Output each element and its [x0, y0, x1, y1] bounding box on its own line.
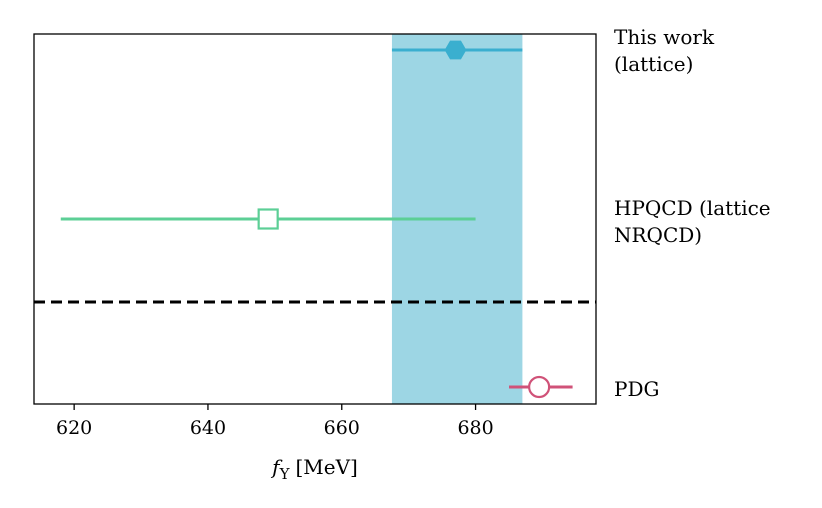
marker-pdg — [528, 375, 551, 399]
errorbar-pdg — [509, 375, 573, 399]
x-axis-label: fΥ [MeV] — [270, 455, 358, 483]
plot-frame — [33, 33, 597, 405]
row-label-pdg: PDG — [614, 377, 659, 401]
row-label-this-work: This work — [614, 25, 715, 49]
row-label-hpqcd: NRQCD) — [614, 223, 702, 247]
row-label-hpqcd: HPQCD (lattice — [614, 196, 771, 220]
x-tick-label: 640 — [190, 417, 226, 439]
x-tick-label: 620 — [56, 417, 92, 439]
x-tick-label: 660 — [324, 417, 360, 439]
errorbar-hpqcd — [60, 208, 476, 230]
errorbar-this-work — [391, 40, 523, 60]
x-tick-label: 680 — [457, 417, 493, 439]
row-label-this-work: (lattice) — [614, 52, 693, 76]
marker-hpqcd — [257, 208, 279, 230]
marker-this-work — [444, 40, 467, 60]
